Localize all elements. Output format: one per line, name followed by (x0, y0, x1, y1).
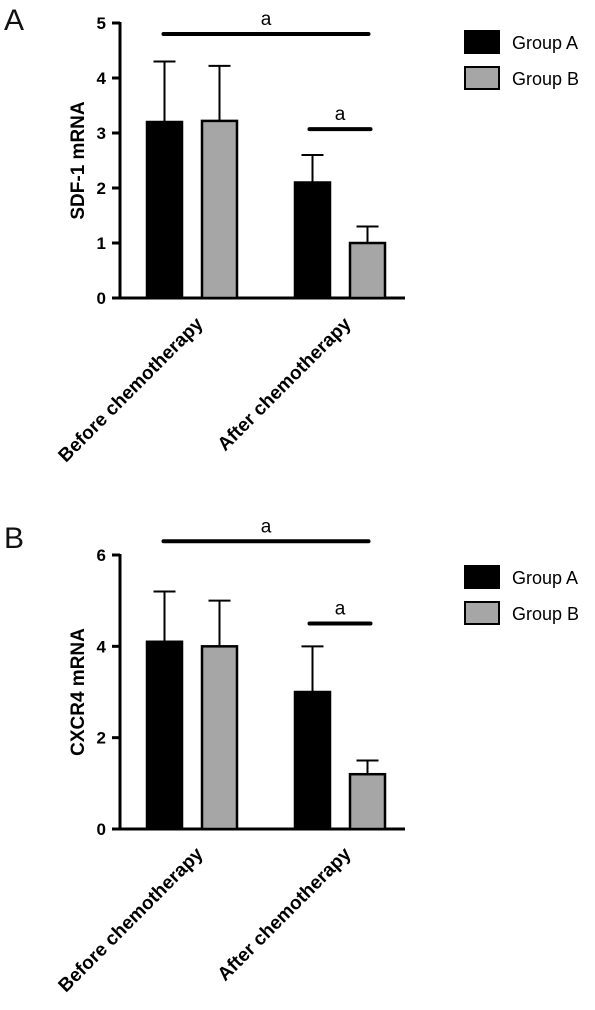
y-tick-label: 1 (97, 234, 106, 253)
bar (348, 241, 387, 300)
x-tick-label: Before chemotherapy (55, 843, 208, 996)
y-tick-label: 2 (97, 729, 106, 748)
x-tick-label: After chemotherapy (214, 843, 356, 985)
chart-panel-b: B 0 2 4 6 CXCR4 mRNA a a Before chemotherapy Afte… (4, 516, 579, 996)
legend-label: Group A (512, 33, 578, 53)
legend-swatch (464, 66, 500, 90)
bar (293, 690, 332, 831)
legend-label: Group B (512, 604, 579, 624)
legend-label: Group B (512, 69, 579, 89)
legend-swatch (464, 601, 500, 625)
significance-label: a (261, 9, 272, 30)
panel-letter: A (4, 4, 24, 37)
legend-swatch (464, 30, 500, 54)
significance-label: a (261, 516, 272, 537)
legend-swatch (464, 565, 500, 589)
x-tick-label: Before chemotherapy (55, 313, 208, 466)
y-tick-label: 0 (97, 820, 106, 839)
y-tick-label: 2 (97, 179, 106, 198)
bar (348, 772, 387, 831)
y-tick-label: 5 (97, 14, 106, 33)
y-axis-label: CXCR4 mRNA (68, 628, 89, 756)
bar (145, 640, 184, 831)
bar (200, 645, 239, 831)
x-tick-label: After chemotherapy (214, 313, 356, 455)
legend-label: Group A (512, 568, 578, 588)
y-tick-label: 4 (97, 69, 107, 88)
chart-panel-a: A 0 1 2 3 4 5 SDF-1 mRNA a a Before chemotherapy Af… (4, 4, 579, 467)
bar (200, 119, 239, 300)
bar (293, 181, 332, 300)
y-tick-label: 4 (97, 637, 107, 656)
significance-label: a (335, 104, 346, 125)
y-axis-label: SDF-1 mRNA (68, 101, 89, 220)
bar (145, 120, 184, 300)
y-tick-label: 3 (97, 124, 106, 143)
panel-letter: B (4, 522, 24, 555)
y-tick-label: 0 (97, 289, 106, 308)
significance-label: a (335, 599, 346, 620)
y-tick-label: 6 (97, 546, 106, 565)
